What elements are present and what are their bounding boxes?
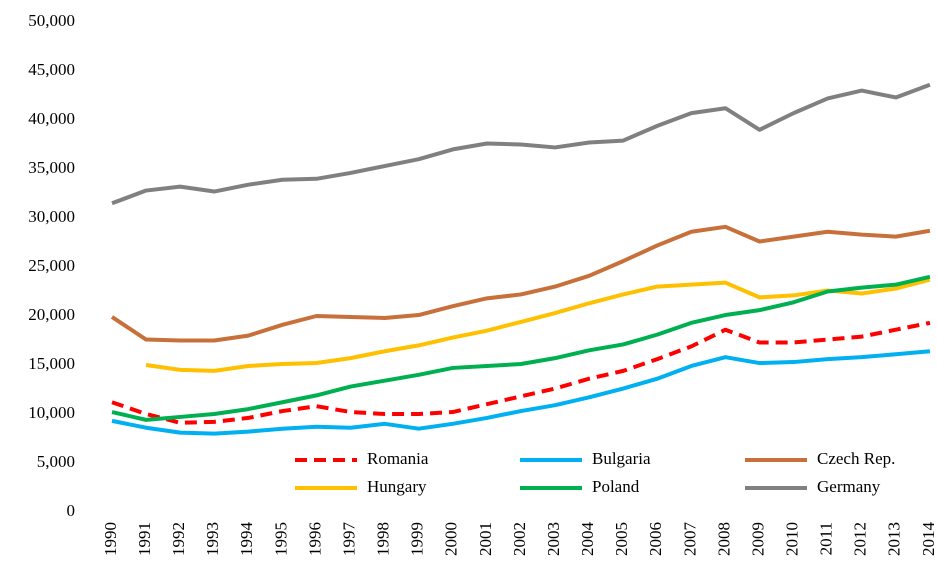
x-tick-label: 2009 — [748, 522, 767, 556]
y-tick-label: 35,000 — [28, 158, 75, 177]
x-tick-label: 1990 — [101, 522, 120, 556]
x-tick-label: 2001 — [476, 522, 495, 556]
x-tick-label: 1998 — [374, 522, 393, 556]
x-tick-label: 1994 — [237, 522, 256, 557]
y-tick-label: 50,000 — [28, 11, 75, 30]
series-line — [145, 277, 931, 373]
legend-label: Czech Rep. — [817, 449, 895, 468]
x-tick-label: 2010 — [783, 522, 802, 556]
y-tick-label: 25,000 — [28, 256, 75, 275]
x-tick-label: 2014 — [919, 522, 937, 557]
x-tick-label: 2000 — [442, 522, 461, 556]
series-line — [111, 320, 931, 425]
x-tick-label: 2006 — [646, 522, 665, 556]
legend-label: Germany — [817, 477, 881, 496]
x-tick-label: 2008 — [714, 522, 733, 556]
x-tick-label: 1992 — [169, 522, 188, 556]
x-tick-label: 1991 — [135, 522, 154, 556]
x-tick-label: 2005 — [612, 522, 631, 556]
x-tick-label: 2003 — [544, 522, 563, 556]
legend-label: Poland — [592, 477, 640, 496]
series-line — [111, 349, 931, 436]
x-tick-label: 1996 — [305, 522, 324, 556]
x-tick-label: 1995 — [271, 522, 290, 556]
series-line — [111, 274, 931, 422]
y-tick-label: 40,000 — [28, 109, 75, 128]
legend-label: Hungary — [367, 477, 427, 496]
x-tick-label: 1997 — [339, 522, 358, 557]
series-line — [110, 224, 931, 343]
legend-label: Romania — [367, 449, 429, 468]
y-tick-label: 30,000 — [28, 207, 75, 226]
x-tick-label: 2004 — [578, 522, 597, 557]
y-tick-label: 45,000 — [28, 60, 75, 79]
y-tick-label: 20,000 — [28, 305, 75, 324]
y-tick-label: 10,000 — [28, 403, 75, 422]
x-tick-label: 2002 — [510, 522, 529, 556]
y-tick-label: 15,000 — [28, 354, 75, 373]
x-tick-label: 2013 — [885, 522, 904, 556]
x-tick-label: 2012 — [851, 522, 870, 556]
legend-box — [270, 443, 930, 505]
y-tick-label: 5,000 — [37, 452, 75, 471]
x-tick-label: 2011 — [817, 522, 836, 555]
x-tick-label: 2007 — [680, 522, 699, 557]
legend-label: Bulgaria — [592, 449, 651, 468]
series-line — [111, 82, 931, 206]
x-tick-label: 1993 — [203, 522, 222, 556]
x-tick-label: 1999 — [408, 522, 427, 556]
y-tick-label: 0 — [67, 501, 76, 520]
